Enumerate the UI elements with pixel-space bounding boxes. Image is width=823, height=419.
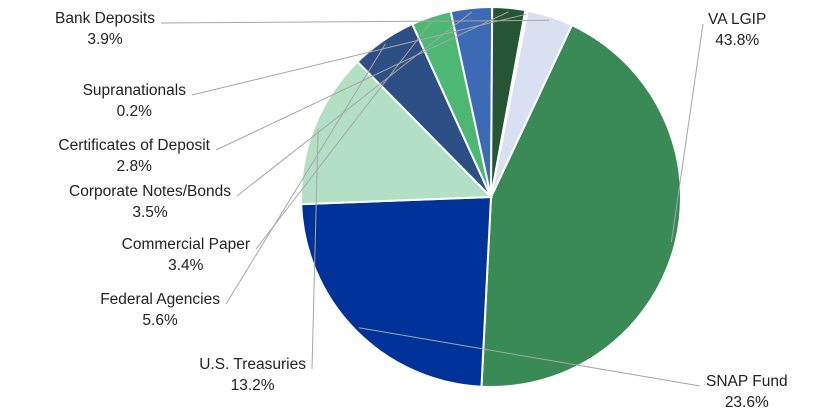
slice-label-commercial-paper: Commercial Paper (122, 236, 250, 253)
slice-value-va-lgip: 43.8% (715, 32, 759, 49)
slice-u-s-treasuries (300, 60, 494, 206)
slice-label-snap-fund: SNAP Fund (706, 373, 788, 390)
slice-value-federal-agencies: 5.6% (142, 312, 178, 329)
slice-labels: VA LGIP 43.8% SNAP Fund 23.6% U.S. Treasurie… (55, 10, 788, 411)
leader-u-s-treasuries (311, 128, 319, 370)
slice-label-u-s-treasuries: U.S. Treasuries (199, 356, 306, 373)
slice-snap-fund (300, 195, 493, 388)
slice-label-bank-deposits: Bank Deposits (55, 10, 155, 27)
leader-snap-fund (358, 327, 701, 387)
leader-corporate-notes-bonds (236, 11, 473, 197)
slice-value-snap-fund: 23.6% (725, 394, 769, 411)
slice-label-supranationals: Supranationals (83, 82, 187, 99)
leader-va-lgip (670, 23, 704, 243)
leader-supranationals (191, 13, 527, 96)
slice-value-supranationals: 0.2% (117, 103, 153, 120)
slice-label-certificates-of-deposit: Certificates of Deposit (58, 137, 210, 154)
slice-label-corporate-notes-bonds: Corporate Notes/Bonds (69, 183, 231, 200)
slice-bank-deposits (490, 9, 574, 198)
slice-value-bank-deposits: 3.9% (87, 31, 123, 48)
slice-value-certificates-of-deposit: 2.8% (117, 158, 153, 175)
leader-federal-agencies (225, 43, 386, 305)
slice-value-u-s-treasuries: 13.2% (231, 377, 275, 394)
leader-certificates-of-deposit (215, 11, 509, 151)
slice-value-corporate-notes-bonds: 3.5% (132, 204, 168, 221)
slice-label-va-lgip: VA LGIP (708, 11, 766, 28)
leader-lines (160, 11, 704, 387)
pie-slices (300, 5, 683, 388)
leader-bank-deposits (160, 19, 550, 24)
slice-va-lgip (480, 23, 683, 388)
leader-commercial-paper (255, 20, 433, 250)
slice-label-federal-agencies: Federal Agencies (100, 291, 220, 308)
slice-value-commercial-paper: 3.4% (168, 257, 204, 274)
